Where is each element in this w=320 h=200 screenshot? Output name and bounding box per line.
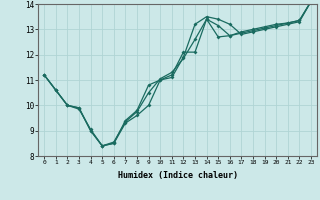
X-axis label: Humidex (Indice chaleur): Humidex (Indice chaleur) xyxy=(118,171,238,180)
